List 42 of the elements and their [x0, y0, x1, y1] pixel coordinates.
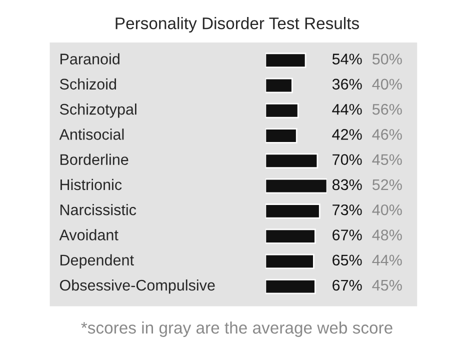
y-tick-label: Dependent: [60, 254, 134, 269]
bar: [265, 254, 314, 270]
data-label: 73%: [332, 204, 362, 216]
data-label: 45%: [372, 280, 402, 291]
y-tick-label: Schizotypal: [60, 104, 136, 118]
data-label: 67%: [332, 280, 362, 291]
data-label: 54%: [332, 54, 362, 64]
bar: [265, 128, 298, 144]
y-tick-label: Histrionic: [60, 178, 122, 190]
data-label: 52%: [372, 179, 402, 190]
y-tick-label: Borderline: [60, 154, 128, 165]
data-label: 42%: [332, 129, 362, 140]
data-label: 83%: [332, 179, 362, 190]
bar: [265, 52, 306, 68]
data-label: 48%: [372, 230, 402, 240]
text: *scores in gray are the average web score: [81, 321, 392, 337]
bar: [265, 103, 299, 118]
data-label: 46%: [372, 129, 402, 140]
data-label: 50%: [372, 54, 402, 64]
data-label: 40%: [372, 204, 402, 216]
y-tick-label: Paranoid: [60, 53, 120, 64]
data-label: 44%: [372, 254, 402, 266]
y-tick-label: Antisocial: [59, 128, 124, 140]
y-tick-label: Narcissistic: [60, 204, 136, 216]
chart-title: Personality Disorder Test Results: [116, 17, 359, 33]
bar: [265, 204, 320, 219]
data-label: 67%: [332, 230, 362, 240]
bar: [265, 228, 316, 244]
bar: [265, 78, 293, 94]
data-label: 45%: [372, 154, 402, 165]
bar: [265, 153, 318, 168]
bar: [265, 278, 316, 294]
data-label: 65%: [332, 254, 362, 266]
bar: [265, 178, 328, 194]
data-label: 70%: [332, 154, 362, 165]
y-tick-label: Schizoid: [60, 78, 116, 90]
y-tick-label: Avoidant: [59, 229, 118, 240]
data-label: 56%: [372, 104, 402, 115]
data-label: 40%: [372, 78, 402, 90]
data-label: 44%: [332, 104, 362, 115]
data-label: 36%: [332, 78, 362, 90]
y-tick-label: Obsessive-Compulsive: [60, 279, 215, 294]
